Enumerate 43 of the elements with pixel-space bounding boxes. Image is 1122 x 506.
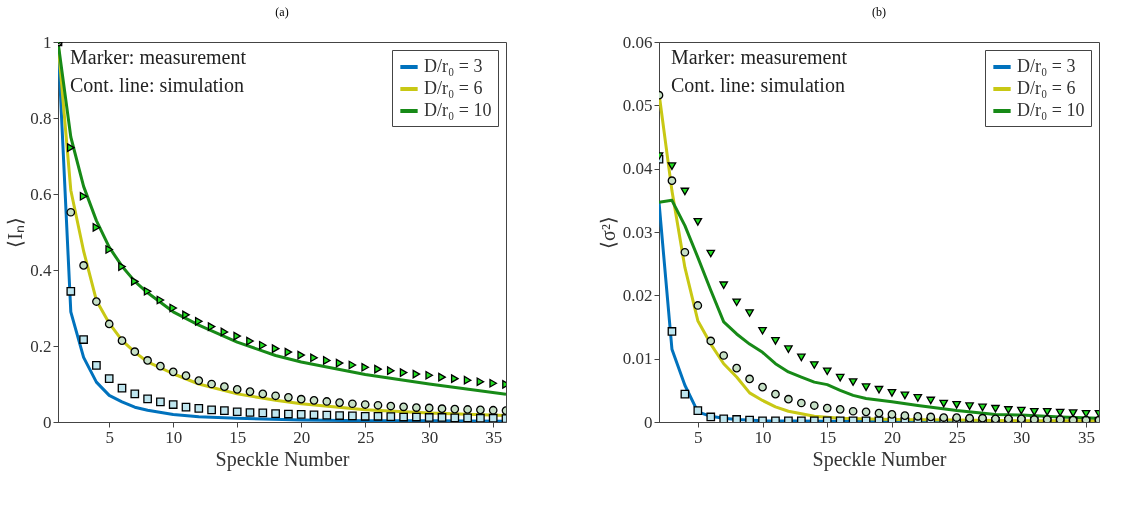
y-tick-label: 0.02 [622, 285, 653, 305]
y-tick-label: 0.03 [622, 222, 653, 242]
y-tick-label: 0.01 [622, 349, 653, 369]
x-tick-label: 15 [819, 427, 837, 447]
x-tick-label: 5 [105, 427, 114, 447]
annotation: Marker: measurement [70, 46, 247, 68]
chart-title: (a) [275, 5, 289, 19]
annotation: Marker: measurement [671, 46, 848, 68]
legend-label: D/r₀ = 3 [1017, 56, 1076, 76]
legend-label: D/r₀ = 6 [1017, 78, 1076, 98]
x-tick-label: 20 [293, 427, 311, 447]
y-tick-label: 0.04 [622, 159, 653, 179]
x-tick-label: 15 [229, 427, 247, 447]
y-axis-title: ⟨σ²⟩ [596, 216, 619, 249]
x-axis-title: Speckle Number [812, 447, 947, 471]
y-tick-label: 0.2 [30, 336, 52, 356]
y-tick-label: 0.8 [30, 108, 52, 128]
legend-label: D/r₀ = 10 [424, 100, 492, 120]
y-tick-label: 0 [43, 412, 52, 432]
x-tick-label: 25 [357, 427, 375, 447]
legend-label: D/r₀ = 3 [424, 56, 483, 76]
y-tick-label: 0.4 [30, 260, 52, 280]
x-tick-label: 35 [1078, 427, 1096, 447]
x-tick-label: 10 [165, 427, 183, 447]
y-tick-label: 0.06 [622, 32, 653, 52]
y-tick-label: 1 [43, 32, 52, 52]
annotation: Cont. line: simulation [70, 74, 244, 96]
x-tick-label: 5 [694, 427, 703, 447]
x-tick-label: 10 [754, 427, 772, 447]
y-tick-label: 0.6 [30, 184, 52, 204]
y-tick-label: 0 [644, 412, 653, 432]
chart-title: (b) [872, 5, 886, 19]
x-tick-label: 35 [485, 427, 503, 447]
legend-label: D/r₀ = 6 [424, 78, 483, 98]
annotation: Cont. line: simulation [671, 74, 845, 96]
x-axis-title: Speckle Number [215, 447, 350, 471]
y-tick-label: 0.05 [622, 95, 653, 115]
y-axis-title: ⟨Iₙ⟩ [4, 217, 27, 248]
legend-label: D/r₀ = 10 [1017, 100, 1085, 120]
x-tick-label: 30 [1013, 427, 1031, 447]
x-tick-label: 30 [421, 427, 439, 447]
x-tick-label: 20 [883, 427, 901, 447]
x-tick-label: 25 [948, 427, 966, 447]
